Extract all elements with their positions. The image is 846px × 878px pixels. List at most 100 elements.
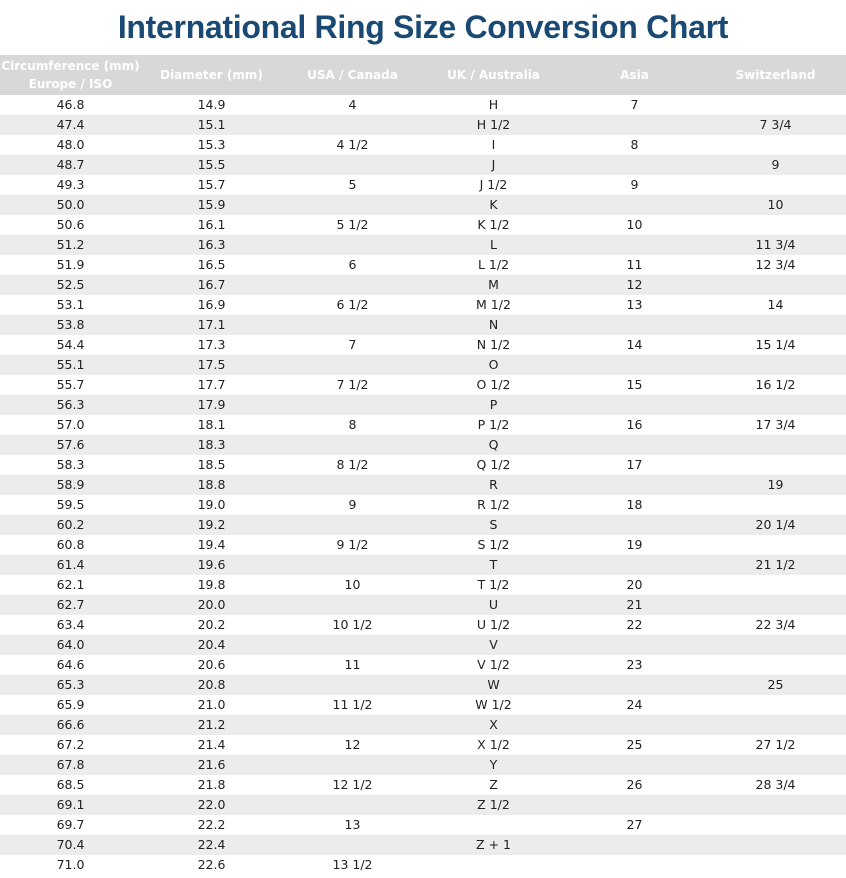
cell-asia: 24	[626, 697, 643, 712]
cell-asia	[564, 155, 705, 175]
table-row: 68.5 21.8 12 1/2 Z 26 28 3/4	[0, 775, 846, 795]
cell-uk-australia: Z + 1	[423, 835, 564, 855]
column-header-switzerland: Switzerland	[705, 55, 846, 95]
cell-circumference: 64.6	[56, 657, 85, 672]
cell-usa-canada	[282, 155, 423, 175]
table-row: 48.7 15.5 J 9	[0, 155, 846, 175]
table-row: 50.6 16.1 5 1/2 K 1/2 10	[0, 215, 846, 235]
cell-circumference: 63.4	[56, 617, 85, 632]
cell-switzerland	[705, 355, 846, 375]
cell-diameter: 21.8	[197, 777, 226, 792]
cell-circumference: 57.6	[0, 435, 141, 455]
cell-diameter: 19.0	[197, 497, 226, 512]
cell-switzerland	[705, 535, 846, 555]
table-row: 65.3 20.8 W 25	[0, 675, 846, 695]
cell-asia	[564, 435, 705, 455]
cell-switzerland: 15 1/4	[755, 337, 796, 352]
cell-asia	[564, 835, 705, 855]
table-row: 47.4 15.1 H 1/2 7 3/4	[0, 115, 846, 135]
cell-circumference: 65.3	[0, 675, 141, 695]
cell-uk-australia: N	[423, 315, 564, 335]
cell-asia: 26	[626, 777, 643, 792]
page-title: International Ring Size Conversion Chart	[117, 9, 729, 45]
cell-asia	[564, 795, 705, 815]
table-row: 59.5 19.0 9 R 1/2 18	[0, 495, 846, 515]
cell-asia: 15	[626, 377, 643, 392]
cell-uk-australia: M	[423, 275, 564, 295]
cell-asia	[564, 315, 705, 335]
cell-uk-australia: L	[423, 235, 564, 255]
cell-usa-canada	[282, 115, 423, 135]
table-row: 53.1 16.9 6 1/2 M 1/2 13 14	[0, 295, 846, 315]
column-header-circumference: Circumference (mm) Europe / ISO	[0, 55, 141, 95]
cell-diameter: 18.8	[141, 475, 282, 495]
cell-diameter: 15.5	[141, 155, 282, 175]
cell-switzerland	[705, 655, 846, 675]
table-row: 58.3 18.5 8 1/2 Q 1/2 17	[0, 455, 846, 475]
cell-diameter: 17.7	[197, 377, 226, 392]
cell-asia	[564, 395, 705, 415]
cell-uk-australia: U 1/2	[476, 617, 511, 632]
cell-circumference: 54.4	[56, 337, 85, 352]
cell-uk-australia: O 1/2	[476, 377, 511, 392]
cell-diameter: 18.1	[197, 417, 226, 432]
cell-asia: 23	[626, 657, 643, 672]
cell-switzerland: 12 3/4	[755, 257, 796, 272]
cell-diameter: 19.2	[141, 515, 282, 535]
cell-asia	[564, 635, 705, 655]
cell-switzerland	[705, 755, 846, 775]
cell-asia: 12	[564, 275, 705, 295]
cell-usa-canada: 6 1/2	[336, 297, 369, 312]
cell-circumference: 53.1	[56, 297, 85, 312]
table-header-row: Circumference (mm) Europe / ISO Diameter …	[0, 55, 846, 95]
table-row: 50.0 15.9 K 10	[0, 195, 846, 215]
cell-circumference: 57.0	[56, 417, 85, 432]
cell-switzerland: 25	[705, 675, 846, 695]
cell-asia	[564, 515, 705, 535]
cell-circumference: 55.1	[0, 355, 141, 375]
table-row: 62.7 20.0 U 21	[0, 595, 846, 615]
table-row: 67.2 21.4 12 X 1/2 25 27 1/2	[0, 735, 846, 755]
cell-uk-australia: V	[423, 635, 564, 655]
cell-circumference: 62.1	[56, 577, 85, 592]
cell-asia	[564, 355, 705, 375]
cell-uk-australia: X	[423, 715, 564, 735]
cell-uk-australia: Z 1/2	[423, 795, 564, 815]
cell-asia	[564, 715, 705, 735]
cell-diameter: 16.5	[197, 257, 226, 272]
cell-circumference: 70.4	[0, 835, 141, 855]
cell-switzerland	[705, 435, 846, 455]
table-row: 55.1 17.5 O	[0, 355, 846, 375]
table-row: 64.6 20.6 11 V 1/2 23	[0, 655, 846, 675]
cell-circumference: 69.1	[0, 795, 141, 815]
cell-diameter: 14.9	[197, 97, 226, 112]
cell-diameter: 20.4	[141, 635, 282, 655]
cell-switzerland	[705, 815, 846, 835]
cell-circumference: 60.8	[56, 537, 85, 552]
cell-uk-australia: S 1/2	[477, 537, 510, 552]
cell-uk-australia: Y	[423, 755, 564, 775]
cell-diameter: 20.0	[141, 595, 282, 615]
cell-diameter: 15.3	[197, 137, 226, 152]
cell-uk-australia: N 1/2	[476, 337, 511, 352]
cell-circumference: 52.5	[0, 275, 141, 295]
cell-switzerland	[705, 855, 846, 875]
cell-diameter: 21.6	[141, 755, 282, 775]
cell-usa-canada: 12 1/2	[332, 777, 373, 792]
ring-size-table: Circumference (mm) Europe / ISO Diameter …	[0, 55, 846, 875]
cell-switzerland: 28 3/4	[755, 777, 796, 792]
cell-uk-australia: T	[423, 555, 564, 575]
cell-usa-canada	[282, 315, 423, 335]
cell-asia: 22	[626, 617, 643, 632]
cell-uk-australia: W 1/2	[475, 697, 512, 712]
cell-uk-australia: S	[423, 515, 564, 535]
table-row: 55.7 17.7 7 1/2 O 1/2 15 16 1/2	[0, 375, 846, 395]
cell-asia: 8	[630, 137, 639, 152]
cell-circumference: 48.0	[56, 137, 85, 152]
cell-circumference: 51.2	[0, 235, 141, 255]
cell-switzerland	[705, 595, 846, 615]
cell-asia	[564, 475, 705, 495]
cell-usa-canada: 8	[348, 417, 357, 432]
table-row: 60.2 19.2 S 20 1/4	[0, 515, 846, 535]
cell-circumference: 64.0	[0, 635, 141, 655]
